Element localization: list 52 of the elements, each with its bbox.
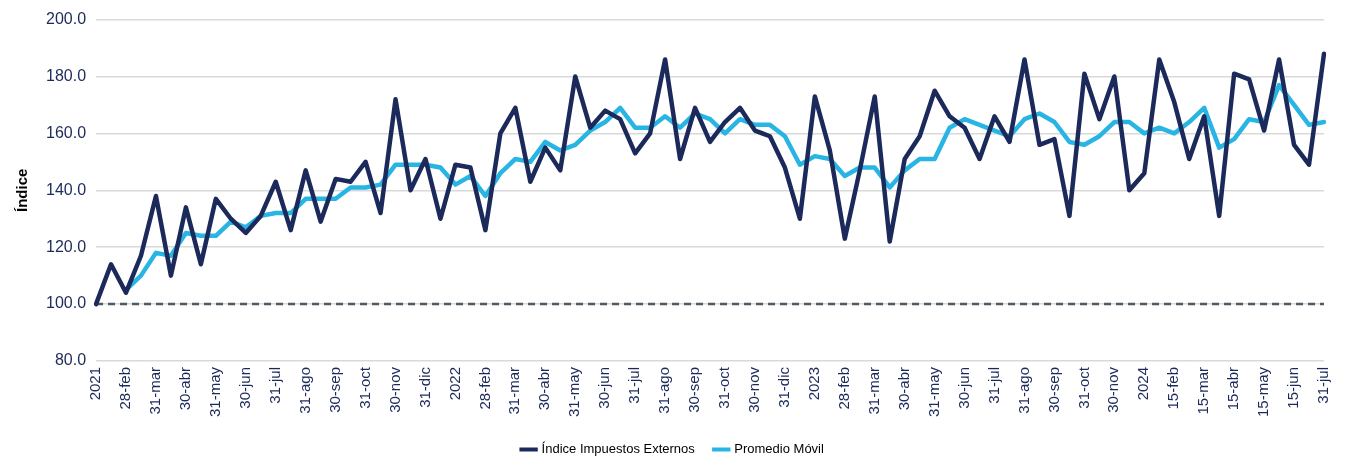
x-tick-label: 15-abr	[1224, 366, 1242, 411]
x-tick-label: 31-mar	[505, 366, 523, 415]
x-tick-label: 30-abr	[176, 366, 194, 411]
x-tick-label: 31-may	[205, 366, 223, 418]
x-tick-label: 15-feb	[1164, 366, 1182, 410]
x-tick-label: 31-may	[565, 366, 583, 418]
y-tick-label: 200.0	[45, 10, 87, 28]
x-tick-label: 30-sep	[325, 366, 343, 413]
y-tick-label: 80.0	[54, 351, 87, 369]
x-tick-label: 28-feb	[116, 366, 134, 410]
x-tick-label: 31-jul	[1314, 366, 1332, 404]
x-tick-label: 28-feb	[834, 366, 852, 410]
x-tick-label: 30-abr	[535, 366, 553, 411]
y-axis-title: Índice	[13, 168, 31, 212]
y-tick-label: 120.0	[45, 237, 87, 255]
x-tick-label: 30-jun	[595, 366, 613, 409]
x-tick-label: 30-sep	[685, 366, 703, 413]
x-tick-label: 15-jun	[1284, 366, 1302, 409]
y-tick-label: 180.0	[45, 66, 87, 84]
x-tick-label: 30-abr	[894, 366, 912, 411]
x-tick-label: 31-oct	[1074, 366, 1092, 409]
x-tick-label: 30-nov	[1104, 366, 1122, 413]
x-tick-label: 2024	[1134, 366, 1152, 401]
x-tick-label: 30-jun	[235, 366, 253, 409]
x-tick-label: 30-nov	[745, 366, 763, 413]
legend-label: Índice Impuestos Externos	[541, 441, 696, 457]
x-tick-label: 31-mar	[864, 366, 882, 415]
x-tick-label: 2022	[445, 366, 463, 401]
y-tick-label: 140.0	[45, 180, 87, 198]
x-tick-label: 31-dic	[775, 366, 793, 408]
x-tick-label: 30-jun	[954, 366, 972, 409]
x-tick-label: 31-dic	[415, 366, 433, 408]
x-tick-label: 31-ago	[295, 366, 313, 414]
x-tick-label: 30-nov	[385, 366, 403, 413]
x-tick-label: 31-mar	[146, 366, 164, 415]
x-tick-label: 2023	[804, 366, 822, 401]
x-tick-label: 15-mar	[1194, 366, 1212, 415]
y-tick-label: 100.0	[45, 294, 87, 312]
x-tick-label: 31-oct	[355, 366, 373, 409]
x-tick-label: 2021	[86, 366, 104, 401]
x-tick-label: 31-ago	[655, 366, 673, 414]
x-tick-label: 15-may	[1254, 366, 1272, 418]
x-tick-label: 31-ago	[1014, 366, 1032, 414]
x-tick-label: 31-may	[924, 366, 942, 418]
legend-label: Promedio Móvil	[734, 441, 824, 457]
x-tick-label: 31-jul	[265, 366, 283, 404]
x-tick-label: 30-sep	[1044, 366, 1062, 413]
x-tick-label: 31-jul	[984, 366, 1002, 404]
x-tick-label: 31-jul	[625, 366, 643, 404]
y-tick-label: 160.0	[45, 123, 87, 141]
x-tick-label: 31-oct	[715, 366, 733, 409]
x-tick-label: 28-feb	[475, 366, 493, 410]
